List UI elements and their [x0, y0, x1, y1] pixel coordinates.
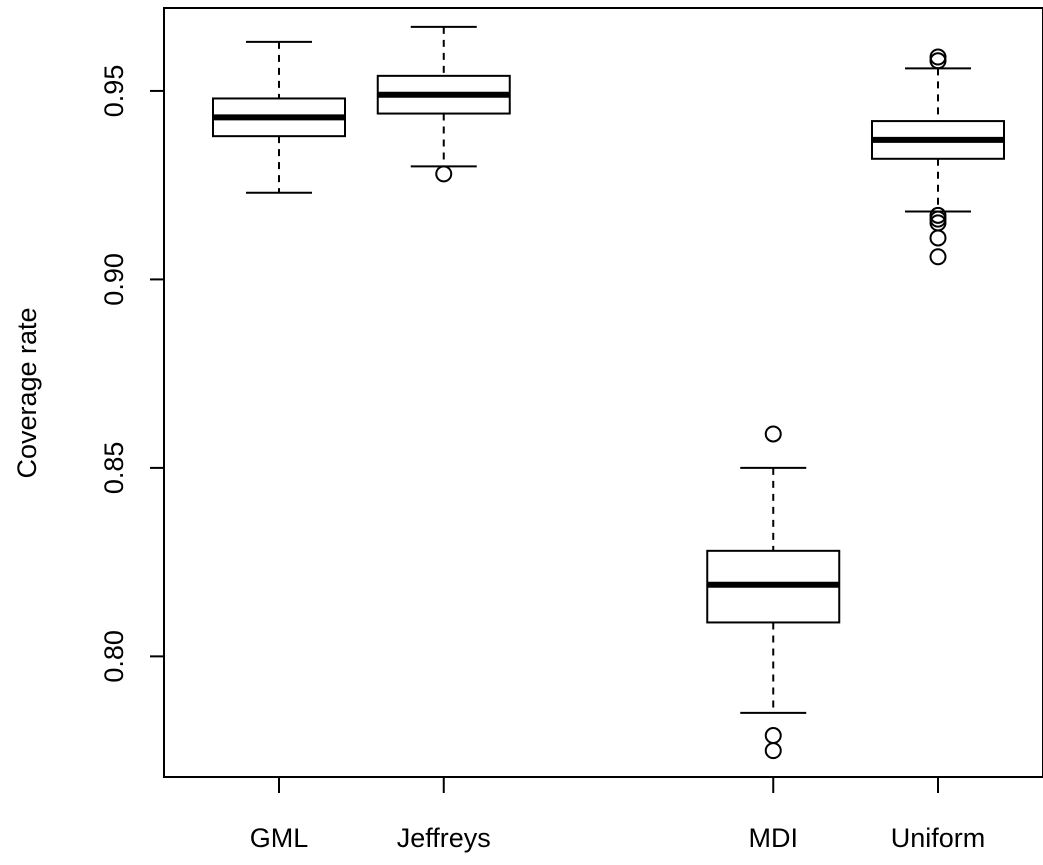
plot-frame [163, 7, 1043, 778]
outlier-point [764, 425, 782, 443]
outlier-point [764, 727, 782, 745]
x-axis: GML Jeffreys MDI Uniform [250, 777, 986, 853]
outlier-point [929, 229, 947, 247]
box-gml [212, 40, 346, 194]
x-tick-label: MDI [749, 823, 799, 853]
outlier-point [764, 742, 782, 760]
box-mdi [706, 425, 841, 760]
y-axis: 0.80 0.85 0.90 0.95 [99, 65, 164, 683]
box-uniform [871, 48, 1005, 266]
outlier-point [929, 248, 947, 266]
y-tick-label: 0.90 [99, 253, 129, 306]
boxes [212, 25, 1005, 760]
outlier-point [929, 48, 947, 66]
x-tick-label: Uniform [891, 823, 986, 853]
x-tick-label: GML [250, 823, 309, 853]
y-tick-label: 0.95 [99, 65, 129, 118]
y-axis-label: Coverage rate [12, 307, 42, 478]
y-tick-label: 0.80 [99, 630, 129, 683]
outlier-point [929, 52, 947, 70]
box-jeffreys [376, 25, 511, 183]
y-tick-label: 0.85 [99, 442, 129, 495]
outlier-point [435, 165, 453, 183]
x-tick-label: Jeffreys [397, 823, 491, 853]
outlier-point [929, 210, 947, 228]
